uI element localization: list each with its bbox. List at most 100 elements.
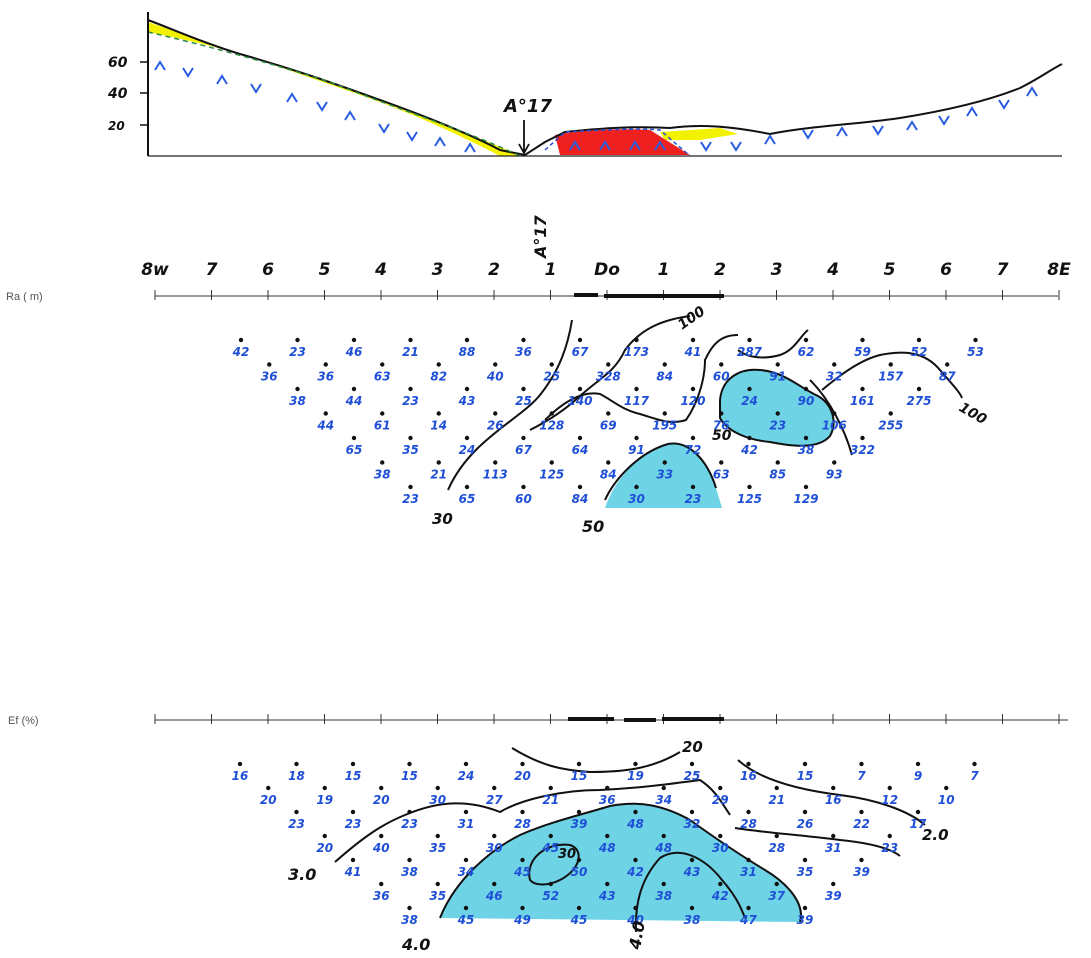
rock-symbol <box>569 140 581 151</box>
measurement-value: 18 <box>288 769 305 783</box>
rock-symbol <box>700 141 712 152</box>
measurement-point <box>859 761 864 767</box>
measurement-point <box>493 411 498 416</box>
measurement-point <box>576 905 582 911</box>
measurement-point <box>860 435 865 441</box>
measurement-value: 33 <box>656 468 673 482</box>
rock-symbol <box>434 136 446 147</box>
measurement-point <box>322 833 327 839</box>
measurement-value: 125 <box>737 492 762 506</box>
ra-contour-label: 50 <box>712 428 732 444</box>
rock-symbol <box>654 140 666 151</box>
distance-tick-label: 8w <box>141 260 169 280</box>
measurement-point <box>633 857 638 863</box>
ef-high-anomaly <box>440 803 801 922</box>
measurement-point <box>832 460 837 465</box>
measurement-value: 128 <box>539 419 564 433</box>
marker-label: A°17 <box>502 96 552 117</box>
measurement-point <box>802 761 808 767</box>
measurement-point <box>633 761 638 767</box>
ef-contour-label: 20 <box>682 738 703 756</box>
measurement-point <box>463 857 469 863</box>
distance-tick-label: 2 <box>714 260 726 280</box>
ra-contour-label: 100 <box>675 303 708 333</box>
measurement-point <box>408 484 413 490</box>
rock-symbol <box>599 140 611 151</box>
measurement-point <box>689 809 695 815</box>
y-tick-label: 20 <box>108 119 125 133</box>
measurement-value: 31 <box>825 841 842 855</box>
measurement-value: 35 <box>797 865 814 879</box>
measurement-point <box>690 386 696 392</box>
measurement-point <box>548 881 553 887</box>
measurement-point <box>520 857 525 863</box>
measurement-point <box>294 761 299 767</box>
measurement-point <box>436 411 441 416</box>
measurement-point <box>408 337 413 343</box>
measurement-point <box>463 905 469 911</box>
measurement-point <box>802 857 808 863</box>
measurement-point <box>662 411 667 416</box>
measurement-point <box>690 435 696 441</box>
measurement-point <box>238 337 244 343</box>
rock-symbol <box>872 125 884 136</box>
distance-tick-label: 6 <box>940 260 952 280</box>
measurement-point <box>521 435 526 441</box>
measurement-value: 38 <box>401 913 418 927</box>
measurement-value: 52 <box>911 345 928 359</box>
measurement-value: 39 <box>797 913 814 927</box>
measurement-value: 43 <box>598 889 616 903</box>
measurement-value: 46 <box>485 889 503 903</box>
rock-symbol <box>216 74 228 85</box>
measurement-value: 50 <box>571 865 588 879</box>
measurement-value: 40 <box>372 841 390 855</box>
measurement-value: 30 <box>628 492 645 506</box>
measurement-value: 19 <box>627 769 644 783</box>
measurement-point <box>464 337 470 343</box>
rock-symbol <box>182 67 194 78</box>
measurement-value: 42 <box>626 865 644 879</box>
ra-contour-100 <box>529 315 691 431</box>
measurement-point <box>605 833 610 839</box>
measurement-value: 42 <box>232 345 250 359</box>
measurement-value: 9 <box>914 769 922 783</box>
red-layer-outline <box>544 128 691 157</box>
distance-tick-label: 8E <box>1047 260 1071 280</box>
measurement-point <box>831 881 836 887</box>
ra-contour-100b <box>544 334 739 424</box>
measurement-value: 48 <box>626 817 644 831</box>
rock-symbol <box>938 115 950 126</box>
measurement-value: 30 <box>712 841 729 855</box>
ra-low-anomaly <box>605 443 722 508</box>
measurement-point <box>493 460 498 465</box>
measurement-value: 25 <box>543 370 560 384</box>
measurement-point <box>860 386 865 392</box>
measurement-point <box>774 785 779 791</box>
measurement-point <box>606 362 611 367</box>
measurement-point <box>689 761 695 767</box>
measurement-value: 17 <box>910 817 927 831</box>
measurement-value: 30 <box>429 793 446 807</box>
measurement-point <box>803 435 809 441</box>
measurement-value: 16 <box>740 769 757 783</box>
measurement-value: 53 <box>967 345 984 359</box>
measurement-value: 16 <box>825 793 842 807</box>
measurement-value: 32 <box>826 370 843 384</box>
measurement-point <box>634 484 639 490</box>
distance-axis: A°17 8w 7 6 5 4 3 2 1 Do 1 2 3 4 5 6 7 8E Ra ( m) <box>6 214 1071 303</box>
measurement-value: 23 <box>402 492 419 506</box>
ra-contour-50 <box>719 368 835 447</box>
rock-symbol <box>250 83 262 94</box>
measurement-value: 76 <box>713 419 730 433</box>
marker-arrowhead <box>518 143 530 155</box>
measurement-value: 20 <box>373 793 390 807</box>
measurement-point <box>576 761 582 767</box>
measurement-point <box>661 881 666 887</box>
measurement-point <box>662 460 667 465</box>
measurement-value: 35 <box>402 443 419 457</box>
measurement-point <box>803 337 809 343</box>
measurement-value: 24 <box>458 769 475 783</box>
measurement-point <box>661 833 666 839</box>
rock-symbol <box>378 123 390 134</box>
